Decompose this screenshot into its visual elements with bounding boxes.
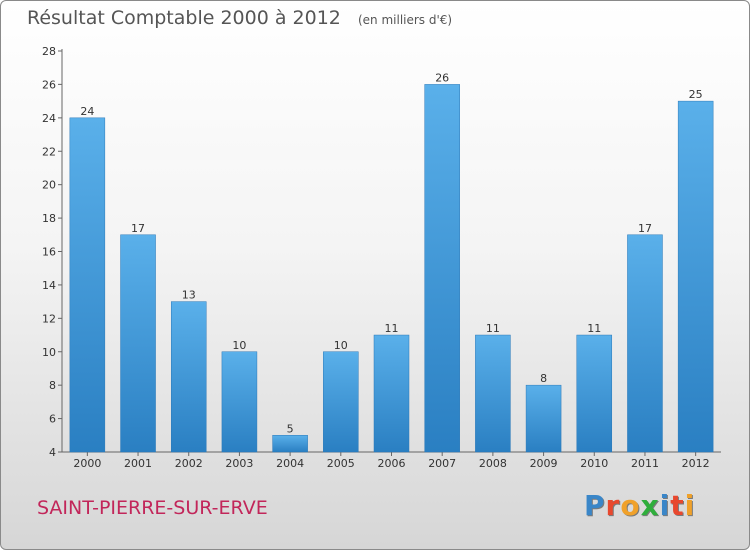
x-tick-label: 2011 (631, 457, 659, 470)
chart-header: Résultat Comptable 2000 à 2012 (en milli… (27, 7, 452, 29)
x-tick-label: 2003 (225, 457, 253, 470)
x-tick-label: 2001 (124, 457, 152, 470)
x-tick-label: 2006 (378, 457, 406, 470)
proxiti-logo: Proxiti (584, 489, 695, 522)
y-tick-label: 20 (42, 179, 56, 192)
x-tick-label: 2004 (276, 457, 304, 470)
bar-value-label: 25 (689, 88, 703, 101)
bar-value-label: 11 (587, 322, 601, 335)
logo-letter: x (640, 489, 660, 522)
bar-2009 (525, 384, 562, 453)
x-tick-label: 2008 (479, 457, 507, 470)
bar-value-label: 26 (435, 71, 449, 84)
y-tick-label: 24 (42, 112, 56, 125)
y-tick-label: 12 (42, 312, 56, 325)
bar-value-label: 13 (182, 289, 196, 302)
bar-value-label: 11 (486, 322, 500, 335)
bars: 24 17 13 10 5 10 11 26 11 8 11 17 25 (69, 71, 714, 453)
logo-letter: i (684, 489, 696, 522)
bar-value-label: 8 (540, 372, 547, 385)
x-tick-label: 2012 (682, 457, 710, 470)
x-tick-label: 2009 (530, 457, 558, 470)
x-tick-label: 2007 (428, 457, 456, 470)
bar-value-label: 17 (638, 222, 652, 235)
chart-subtitle: (en milliers d'€) (357, 13, 453, 27)
bar-value-label: 10 (232, 339, 246, 352)
bar-value-label: 5 (287, 422, 294, 435)
bar-value-label: 11 (385, 322, 399, 335)
x-tick-label: 2005 (327, 457, 355, 470)
x-tick-label: 2002 (175, 457, 203, 470)
bar-2001 (120, 234, 156, 453)
bar-2011 (627, 234, 663, 453)
y-tick-label: 18 (42, 212, 56, 225)
logo-letter: r (605, 489, 621, 522)
bar-value-label: 10 (334, 339, 348, 352)
y-tick-label: 22 (42, 145, 56, 158)
commune-name: SAINT-PIERRE-SUR-ERVE (37, 497, 268, 519)
bar-2002 (170, 301, 207, 453)
bar-2007 (424, 84, 460, 453)
y-tick-label: 10 (42, 346, 56, 359)
y-tick-label: 8 (49, 379, 56, 392)
bar-value-label: 24 (80, 105, 94, 118)
y-tick-label: 6 (49, 413, 56, 426)
bar-2008 (475, 334, 511, 453)
bar-2010 (576, 334, 613, 453)
bar-2000 (69, 117, 106, 453)
logo-letter: P (584, 489, 606, 522)
bar-2012 (677, 100, 714, 453)
x-tick-label: 2010 (580, 457, 608, 470)
y-tick-label: 28 (42, 45, 56, 58)
logo-letter: i (659, 489, 671, 522)
y-tick-label: 4 (49, 446, 56, 459)
bar-value-label: 17 (131, 222, 145, 235)
y-tick-label: 16 (42, 246, 56, 259)
y-tick-label: 14 (42, 279, 56, 292)
bar-2004 (272, 435, 308, 453)
y-tick-label: 26 (42, 78, 56, 91)
logo-letter: t (670, 489, 685, 522)
x-tick-label: 2000 (73, 457, 101, 470)
chart-title: Résultat Comptable 2000 à 2012 (27, 7, 341, 29)
bar-2003 (221, 351, 258, 453)
bar-2005 (323, 351, 359, 453)
bar-2006 (373, 334, 410, 453)
logo-letter: o (620, 489, 641, 522)
